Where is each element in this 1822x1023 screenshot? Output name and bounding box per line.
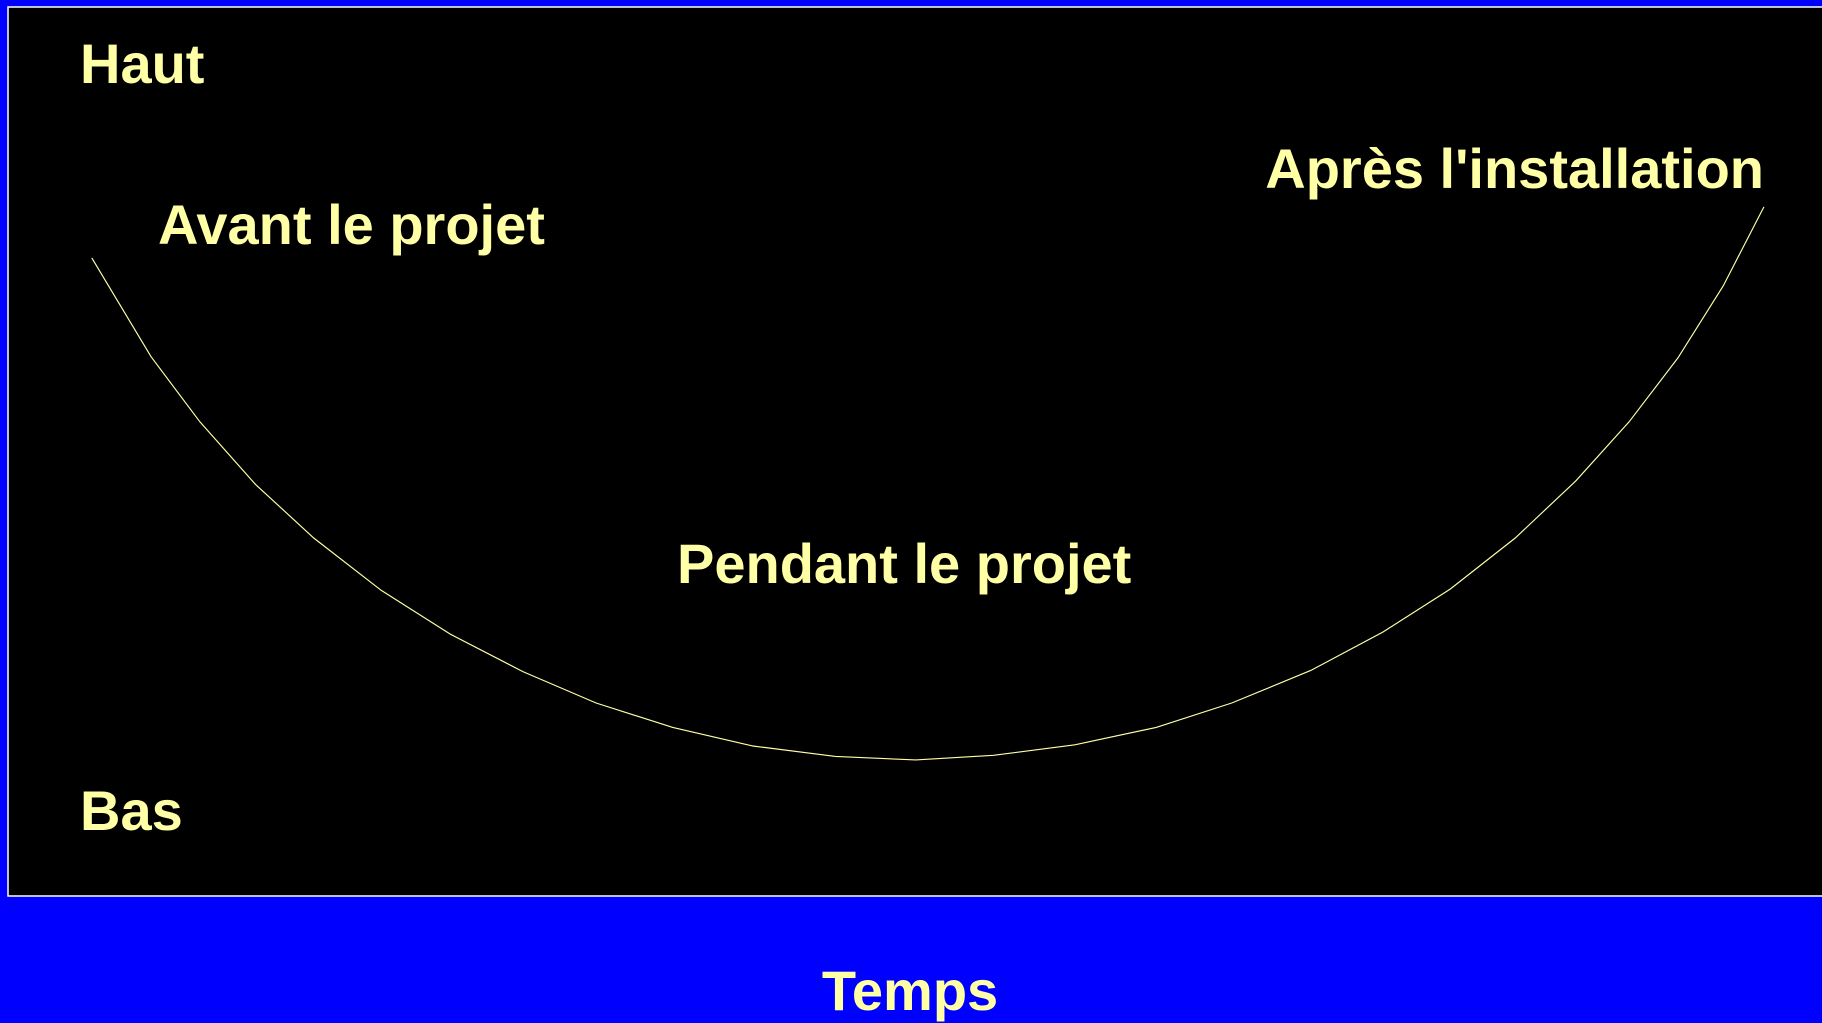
bottom-label: Bas <box>80 779 183 842</box>
during-label: Pendant le projet <box>677 532 1131 595</box>
curve-group <box>91 206 1765 761</box>
after-label: Après l'installation <box>1265 137 1764 200</box>
top-label: Haut <box>80 32 204 95</box>
curve <box>91 206 1765 761</box>
before-label: Avant le projet <box>158 193 545 256</box>
axis-label: Temps <box>822 959 998 1022</box>
panel <box>7 6 1822 897</box>
